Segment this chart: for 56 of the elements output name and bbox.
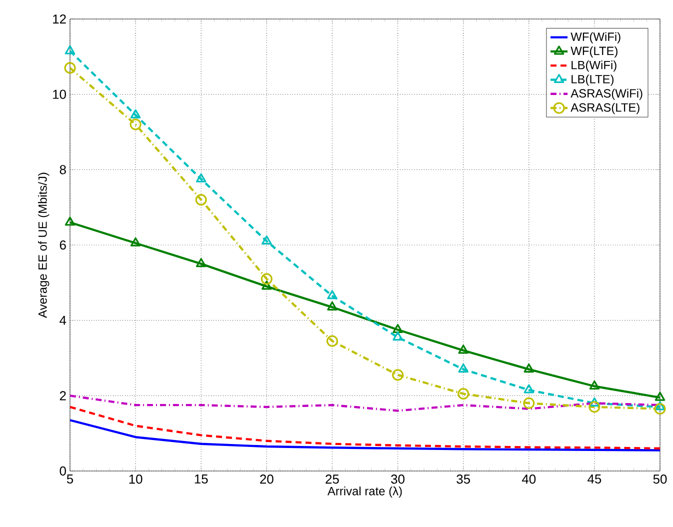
- y-tick-label: 8: [60, 165, 66, 174]
- point: [327, 290, 338, 300]
- point: [262, 235, 272, 245]
- x-tick-label: 5: [66, 474, 74, 484]
- x-tick-label: 35: [456, 474, 470, 484]
- legend-label: LB(LTE): [572, 74, 614, 86]
- point: [588, 401, 600, 413]
- point: [392, 332, 403, 341]
- point: [64, 216, 76, 226]
- point: [64, 45, 76, 54]
- point: [392, 369, 404, 381]
- point: [130, 237, 141, 246]
- point: [458, 364, 468, 373]
- x-tick-label: 45: [588, 474, 602, 484]
- line-series: [70, 406, 660, 450]
- point: [327, 301, 338, 310]
- point: [458, 344, 468, 354]
- x-tick-label: 15: [194, 474, 208, 484]
- point: [523, 397, 535, 409]
- legend-label: ASRAS(WiFi): [570, 88, 642, 100]
- point: [524, 384, 534, 394]
- legend-label: ASRAS(LTE): [570, 102, 640, 114]
- point: [458, 388, 470, 400]
- point: [654, 392, 666, 401]
- x-tick-label: 50: [653, 474, 667, 484]
- y-tick-label: 4: [60, 316, 66, 325]
- point: [524, 364, 534, 373]
- y-tick-label: 0: [60, 466, 66, 476]
- point: [654, 401, 666, 410]
- point: [64, 62, 76, 74]
- y-axis-title: Average EE of UE (Mbits/J): [38, 172, 50, 318]
- y-tick-label: 10: [53, 90, 66, 99]
- point: [130, 109, 141, 118]
- point: [589, 380, 600, 390]
- legend-label: LB(WiFi): [572, 60, 616, 72]
- point: [326, 335, 338, 347]
- point: [130, 118, 142, 130]
- x-tick-label: 20: [260, 474, 274, 484]
- y-tick-label: 12: [53, 14, 66, 24]
- point: [196, 258, 206, 268]
- point: [196, 173, 206, 182]
- point: [654, 403, 666, 415]
- point: [589, 397, 600, 406]
- point: [195, 194, 207, 206]
- point: [262, 280, 272, 290]
- x-tick-label: 25: [326, 474, 339, 484]
- x-tick-label: 10: [129, 474, 142, 484]
- legend-label: WF(LTE): [570, 46, 618, 58]
- x-tick-label: 30: [391, 474, 404, 484]
- point: [260, 273, 272, 285]
- x-axis-title: Arrival rate (λ): [327, 486, 402, 498]
- point: [392, 324, 403, 334]
- legend-label: WF(WiFi): [570, 32, 620, 44]
- y-tick-label: 6: [60, 240, 66, 250]
- y-tick-label: 2: [60, 391, 66, 400]
- x-tick-label: 40: [522, 474, 536, 484]
